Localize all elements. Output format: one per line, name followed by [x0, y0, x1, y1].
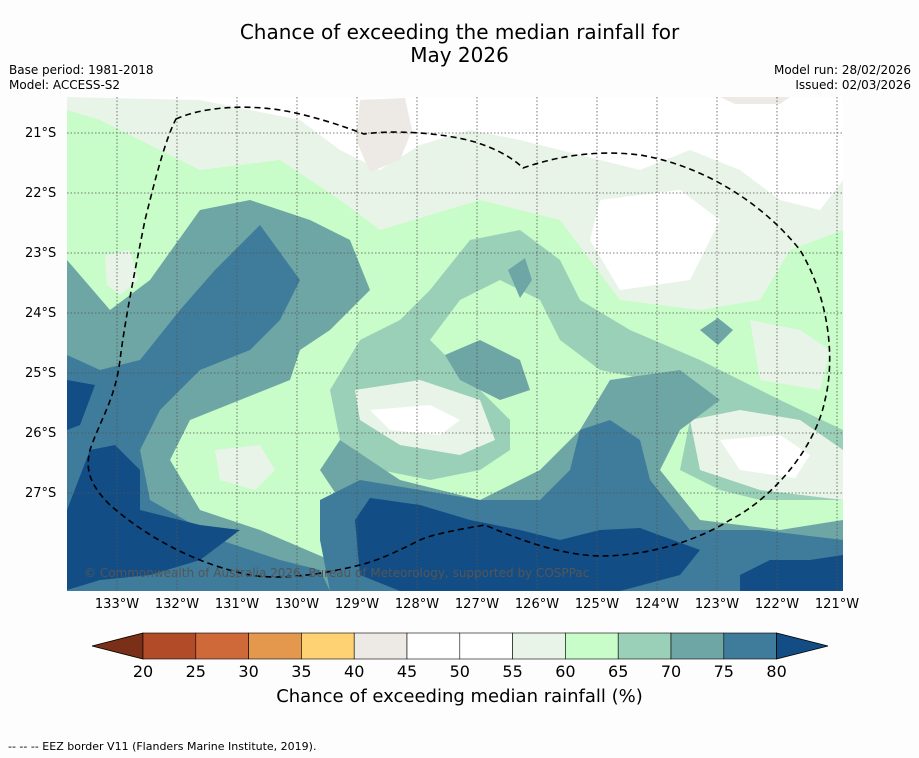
eez-border — [87, 106, 831, 578]
colorbar-segment — [459, 632, 513, 660]
lon-label: 124°W — [634, 597, 680, 612]
contour-55-60-sw — [215, 445, 275, 490]
lat-label: 23°S — [25, 246, 57, 261]
colorbar-tick: 20 — [132, 662, 154, 681]
contour-50-55-mid — [370, 405, 460, 435]
eez-legend-footer: -- -- -- EEZ border V11 (Flanders Marine… — [8, 740, 317, 753]
colorbar-tick: 70 — [660, 662, 682, 681]
title-line-1: Chance of exceeding the median rainfall … — [239, 20, 680, 44]
lon-label: 128°W — [394, 597, 440, 612]
colorbar-tick: 75 — [713, 662, 734, 681]
lon-label: 125°W — [574, 597, 620, 612]
lon-label: 131°W — [214, 597, 260, 612]
lon-label: 123°W — [694, 597, 740, 612]
colorbar-segment — [195, 632, 249, 660]
colorbar-segment — [565, 632, 619, 660]
copyright-notice: © Commonwealth of Australia 2026, Bureau… — [84, 566, 589, 580]
title-line-2: May 2026 — [410, 43, 509, 67]
issued-date: Issued: 02/03/2026 — [795, 78, 911, 92]
model-name: Model: ACCESS-S2 — [9, 78, 121, 92]
colorbar-segment — [670, 632, 725, 660]
lon-label: 132°W — [154, 597, 200, 612]
contour-40-45-ne — [720, 97, 790, 104]
lat-label: 27°S — [25, 486, 57, 501]
colorbar-tick: 25 — [185, 662, 206, 681]
contour-55-60-e2 — [750, 320, 830, 390]
colorbar-label: Chance of exceeding median rainfall (%) — [276, 686, 643, 707]
colorbar-extend-low — [91, 632, 144, 660]
lon-label: 127°W — [454, 597, 500, 612]
colorbar-tick: 60 — [555, 662, 576, 681]
colorbar-tick: 30 — [238, 662, 259, 681]
lon-label: 121°W — [814, 597, 860, 612]
lat-label: 22°S — [25, 186, 57, 201]
contour-50-55-east — [720, 435, 810, 478]
colorbar-segment — [301, 632, 355, 660]
colorbar-segment — [142, 632, 197, 660]
lat-label: 25°S — [25, 366, 57, 381]
lon-label: 126°W — [514, 597, 560, 612]
contour-50-55 — [67, 97, 843, 210]
colorbar-segment — [406, 632, 461, 660]
lon-label: 130°W — [274, 597, 320, 612]
colorbar-tick: 45 — [396, 662, 418, 681]
colorbar-segment — [512, 632, 566, 660]
lat-label: 26°S — [25, 426, 57, 441]
lon-label: 133°W — [94, 597, 140, 612]
contour-fields — [67, 97, 843, 591]
contour-70-75-mid — [445, 340, 530, 400]
contour-70-75-dot2 — [700, 318, 733, 345]
colorbar-tick: 80 — [766, 662, 787, 681]
model-run: Model run: 28/02/2026 — [773, 63, 911, 77]
colorbar-segment — [353, 632, 408, 660]
colorbar-tick: 50 — [449, 662, 470, 681]
colorbar-segment — [723, 632, 777, 660]
contour-40-45 — [356, 98, 412, 172]
contour-50-55-e3 — [590, 190, 720, 290]
colorbar-tick: 40 — [344, 662, 365, 681]
lat-label: 24°S — [25, 306, 57, 321]
lon-label: 129°W — [334, 597, 380, 612]
colorbar-segment — [248, 632, 302, 660]
contour-80-plus-sw — [67, 445, 240, 590]
contour-80-plus — [67, 380, 95, 430]
colorbar-tick: 55 — [502, 662, 523, 681]
lat-label: 21°S — [25, 126, 57, 141]
colorbar-segment — [617, 632, 672, 660]
lon-label: 122°W — [754, 597, 800, 612]
contour-55-60-w — [105, 250, 138, 295]
colorbar — [91, 632, 829, 660]
contour-70-75-dot1 — [508, 258, 532, 298]
contour-80-plus-s — [355, 498, 700, 591]
colorbar-tick: 35 — [291, 662, 312, 681]
colorbar-extend-high — [776, 632, 829, 660]
base-period: Base period: 1981-2018 — [9, 63, 154, 77]
contour-80-plus-se — [740, 555, 843, 591]
colorbar-tick: 65 — [608, 662, 629, 681]
